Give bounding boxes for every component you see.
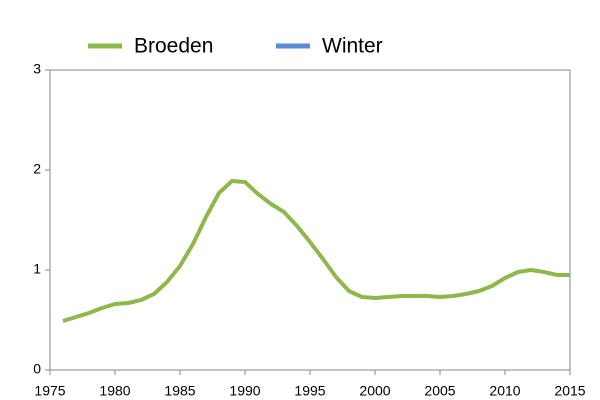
legend-label: Broeden: [134, 35, 213, 58]
y-tick-label: 1: [33, 261, 41, 277]
x-tick-label: 2010: [489, 383, 520, 399]
y-tick-label: 2: [33, 161, 41, 177]
x-tick-label: 2005: [424, 383, 455, 399]
x-tick-label: 1995: [294, 383, 325, 399]
y-tick-label: 3: [33, 61, 41, 77]
x-tick-label: 1985: [164, 383, 195, 399]
x-tick-label: 2000: [359, 383, 390, 399]
x-tick-label: 1980: [99, 383, 130, 399]
plot-frame: [49, 69, 571, 371]
x-tick-label: 2015: [554, 383, 585, 399]
y-tick-label: 0: [33, 361, 41, 377]
line-series: [62, 179, 570, 323]
legend-label: Winter: [322, 35, 383, 58]
x-tick-label: 1975: [34, 383, 65, 399]
x-tick-label: 1990: [229, 383, 260, 399]
